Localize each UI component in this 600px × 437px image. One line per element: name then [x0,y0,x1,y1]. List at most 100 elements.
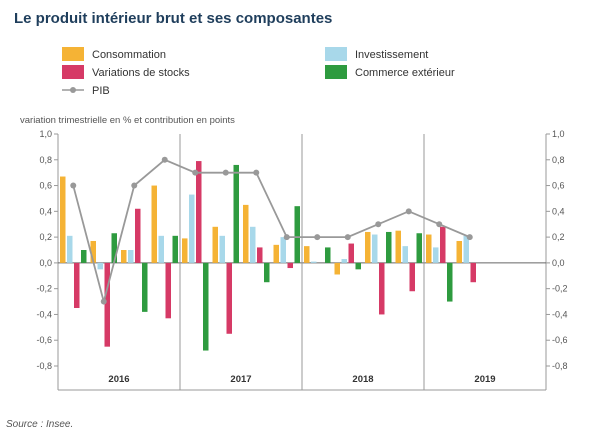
y-tick-label-left: -0,6 [36,335,52,345]
legend-label-consommation: Consommation [92,49,166,61]
year-label: 2019 [474,374,495,385]
bar-investissement [463,235,469,263]
bar-consommation [395,230,401,263]
bar-commerce-exterieur [355,262,361,270]
bar-consommation [90,240,96,263]
legend-swatch-consommation [62,47,84,61]
source-note: Source : Insee. [6,419,74,430]
pib-point [436,221,443,228]
y-tick-label-left: -0,2 [36,284,52,294]
pib-point [131,182,138,189]
bar-variations-de-stocks [104,262,110,347]
bar-investissement [128,250,134,263]
legend-label-variations-de-stocks: Variations de stocks [92,67,190,79]
bar-variations-de-stocks [379,262,385,315]
legend-swatch-commerce-exterieur [325,65,347,79]
bar-consommation [121,250,127,263]
bar-variations-de-stocks [196,161,202,263]
bar-consommation [60,176,66,263]
bar-commerce-exterieur [416,233,422,263]
bar-consommation [243,204,249,263]
bar-investissement [280,237,286,263]
page-title: Le produit intérieur brut et ses composa… [14,10,333,27]
bar-consommation [273,244,279,263]
bar-commerce-exterieur [325,247,331,263]
bar-consommation [212,226,218,263]
bar-investissement [372,234,378,263]
y-tick-label-left: 0,8 [39,155,52,165]
y-tick-label-right: 0,2 [552,232,565,242]
legend-swatch-investissement [325,47,347,61]
bar-investissement [67,235,73,263]
bar-variations-de-stocks [470,262,476,283]
bar-investissement [433,247,439,263]
bar-consommation [456,240,462,263]
bar-variations-de-stocks [440,226,446,263]
y-tick-label-left: 0,6 [39,181,52,191]
bar-consommation [426,234,432,263]
bar-investissement [341,259,347,263]
pib-point [192,169,199,176]
pib-point [344,234,351,241]
bar-consommation [304,246,310,263]
bar-variations-de-stocks [348,243,354,263]
gdp-chart: Consommation Investissement Variations de … [20,47,568,391]
pib-point [405,208,412,215]
bar-commerce-exterieur [447,262,453,302]
y-tick-label-right: 0,4 [552,206,565,216]
pib-line [72,158,471,306]
pib-point [100,298,107,305]
bar-consommation [365,231,371,263]
pib-point [466,234,473,241]
bar-commerce-exterieur [264,262,270,283]
legend-label-investissement: Investissement [355,49,428,61]
year-label: 2017 [230,374,251,385]
pib-point [161,156,168,163]
pib-point [222,169,229,176]
y-tick-label-right: -0,8 [552,361,568,371]
y-tick-label-left: 1,0 [39,129,52,139]
year-label: 2018 [352,374,373,385]
legend-label-commerce-exterieur: Commerce extérieur [355,67,455,79]
legend-swatch-variations-de-stocks [62,65,84,79]
y-tick-label-right: -0,2 [552,284,568,294]
bar-variations-de-stocks [165,262,171,319]
bar-investissement [158,235,164,263]
bar-commerce-exterieur [203,262,209,351]
y-tick-label-left: 0,4 [39,206,52,216]
bar-commerce-exterieur [142,262,148,312]
pib-point [314,234,321,241]
bar-variations-de-stocks [257,247,263,263]
year-label: 2016 [108,374,129,385]
y-tick-label-left: -0,8 [36,361,52,371]
y-tick-label-left: -0,4 [36,309,52,319]
bar-variations-de-stocks [226,262,232,334]
bar-variations-de-stocks [135,208,141,263]
bar-variations-de-stocks [287,262,293,269]
bar-consommation [334,262,340,275]
pib-point [375,221,382,228]
legend-marker-pib [70,87,76,93]
bar-investissement [189,194,195,263]
bar-commerce-exterieur [81,250,87,263]
bar-commerce-exterieur [111,233,117,263]
bar-commerce-exterieur [233,164,239,263]
y-tick-label-right: 0,6 [552,181,565,191]
bar-investissement [97,262,103,270]
bar-investissement [219,235,225,263]
y-tick-label-right: 0,8 [552,155,565,165]
bar-variations-de-stocks [74,262,80,308]
pib-point [253,169,260,176]
pib-point [283,234,290,241]
y-tick-label-left: 0,0 [39,258,52,268]
y-tick-label-right: 1,0 [552,129,565,139]
bar-consommation [151,185,157,263]
bar-commerce-exterieur [172,235,178,263]
bar-investissement [402,246,408,263]
bar-investissement [311,261,317,263]
bar-commerce-exterieur [294,206,300,263]
chart-container: Consommation Investissement Variations de … [0,34,600,414]
bar-investissement [250,226,256,263]
y-tick-label-right: -0,6 [552,335,568,345]
y-tick-label-left: 0,2 [39,232,52,242]
